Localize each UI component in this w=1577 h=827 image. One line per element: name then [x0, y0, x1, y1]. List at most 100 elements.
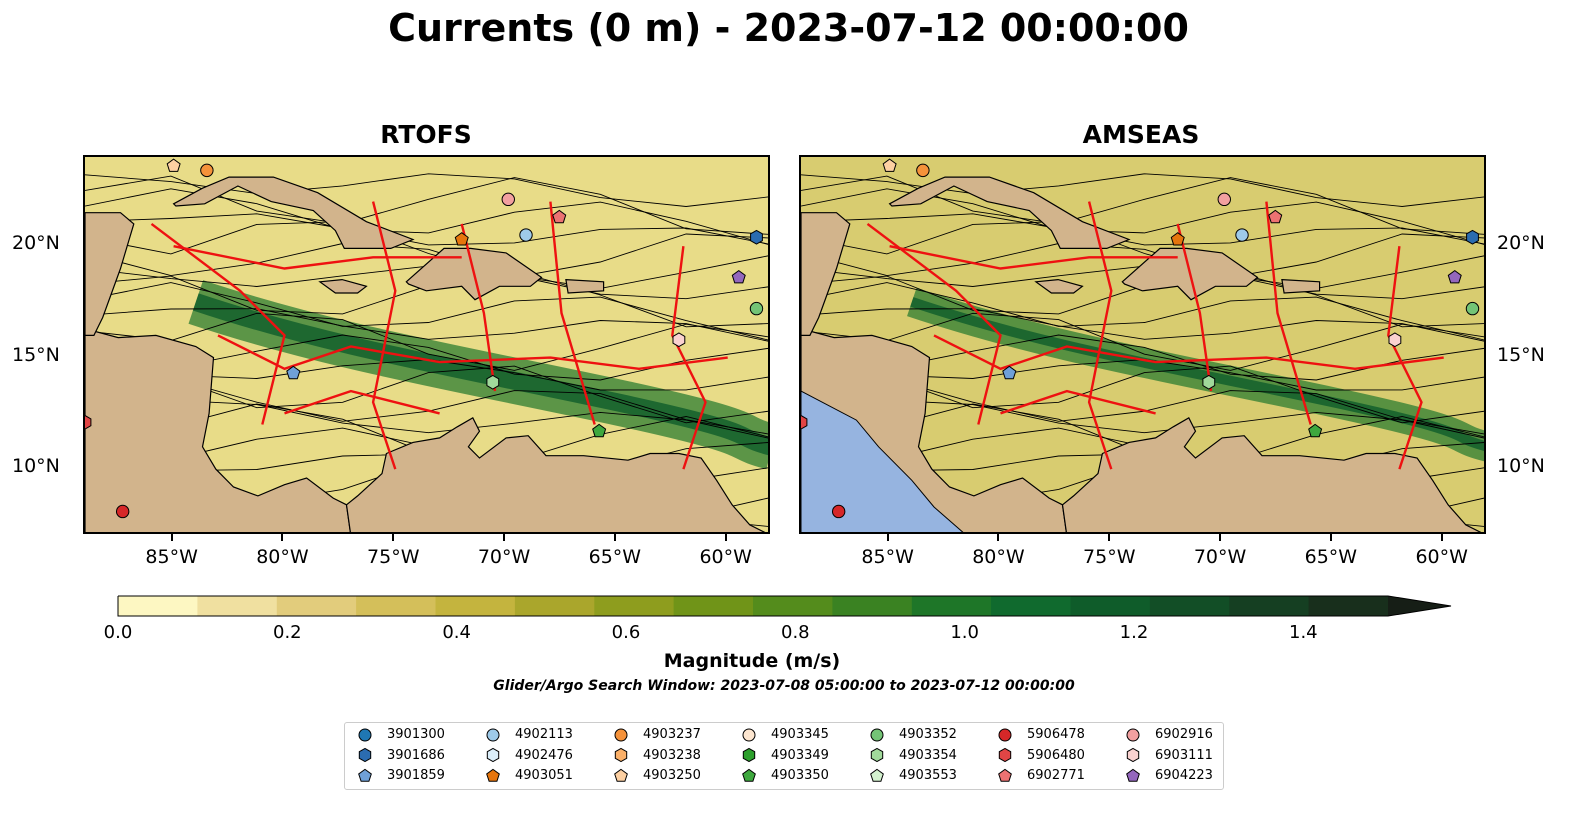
- lat-tick-label: 15°N: [1497, 343, 1545, 366]
- legend-entry-label: 6902916: [1155, 727, 1213, 742]
- lat-tick-label: 10°N: [1497, 455, 1545, 478]
- lon-tick-label: 70°W: [477, 546, 531, 568]
- eez-boundary: [173, 245, 462, 270]
- legend-marker-4903051: [486, 768, 500, 782]
- float-marker-4903237: [200, 163, 214, 178]
- land-yucatan: [85, 212, 135, 336]
- float-marker-3901859: [286, 365, 301, 380]
- eez-boundary: [671, 246, 707, 470]
- legend-entry-label: 5906480: [1027, 747, 1085, 763]
- eez-boundary: [371, 201, 397, 470]
- float-marker-6902771: [1268, 209, 1283, 224]
- float-marker-6902916: [501, 192, 515, 207]
- eez-boundary: [1000, 389, 1156, 415]
- legend-entry-label: 6904223: [1155, 768, 1213, 783]
- pentagon-marker-icon: [998, 768, 1012, 782]
- colorbar-segment: [1308, 596, 1389, 616]
- legend-entry: 4902476: [485, 746, 573, 766]
- circle-marker-icon: [1126, 728, 1140, 741]
- colorbar-segment: [1229, 596, 1310, 616]
- pentagon-marker-icon: [614, 768, 628, 782]
- legend-marker-4903352: [870, 728, 884, 741]
- legend-marker-4902476: [486, 747, 500, 763]
- legend-entry: 4903349: [741, 746, 829, 766]
- colorbar-segment: [514, 596, 595, 616]
- streamline: [801, 282, 1484, 341]
- lon-tick-mark: [997, 534, 1000, 541]
- eez-boundary: [1087, 201, 1113, 470]
- legend-entry: 3901686: [357, 746, 445, 766]
- rtofs-map[interactable]: [83, 155, 770, 534]
- float-marker-5906478: [115, 504, 130, 519]
- hexagon-marker-icon: [742, 747, 756, 763]
- streamline: [85, 243, 768, 289]
- streamline: [85, 312, 768, 371]
- legend-entry: 4903051: [485, 766, 573, 786]
- legend-entry-label: 6903111: [1155, 747, 1213, 763]
- land-puerto-rico: [1281, 278, 1321, 294]
- legend-entry-label: 5906478: [1027, 727, 1085, 742]
- land-south-america: [1061, 416, 1482, 532]
- colorbar-tick-label: 0.0: [103, 622, 133, 643]
- amseas-map[interactable]: [799, 155, 1486, 534]
- legend-marker-5906480: [998, 747, 1012, 763]
- float-marker-4903237: [916, 163, 930, 178]
- lon-tick-label: 80°W: [256, 546, 309, 568]
- legend-entry-label: 4902476: [515, 747, 573, 763]
- legend-entry: 4903350: [741, 766, 829, 786]
- legend-entry: 6904223: [1125, 766, 1213, 786]
- lon-tick-mark: [1108, 534, 1111, 541]
- eez-boundary: [217, 334, 728, 371]
- lon-tick-label: 70°W: [1193, 546, 1247, 568]
- colorbar-tick-label: 0.8: [781, 622, 810, 643]
- lon-tick-mark: [281, 534, 284, 541]
- legend-marker-6904223: [1126, 768, 1140, 782]
- hexagon-marker-icon: [870, 747, 884, 763]
- legend-entry-label: 4903350: [771, 768, 829, 783]
- rtofs-map-canvas: [85, 157, 768, 532]
- colorbar-segment: [753, 596, 833, 616]
- legend-entry-label: 3901686: [387, 747, 445, 763]
- streamline: [85, 282, 768, 341]
- legend-entry-label: 4903354: [899, 747, 957, 763]
- eez-boundary: [549, 201, 596, 425]
- colorbar-tick-label: 1.4: [1289, 622, 1318, 643]
- float-marker-6903111: [672, 332, 686, 348]
- legend-marker-4903250: [614, 768, 628, 782]
- legend-marker-5906478: [998, 728, 1012, 741]
- eez-boundary: [1387, 246, 1423, 470]
- colorbar-outline: [117, 595, 1452, 617]
- float-marker-4903051: [1170, 232, 1185, 246]
- lon-tick-mark: [1440, 534, 1443, 541]
- lat-tick-label: 20°N: [1497, 232, 1545, 255]
- figure-title: Currents (0 m) - 2023-07-12 00:00:00: [388, 6, 1189, 50]
- lon-tick-label: 60°W: [699, 546, 752, 568]
- eez-boundary: [1265, 201, 1312, 425]
- legend-marker-6902771: [998, 768, 1012, 782]
- legend-entry-label: 4903352: [899, 727, 957, 742]
- legend-marker-4903350: [742, 768, 756, 782]
- lon-tick-label: 75°W: [1083, 546, 1136, 568]
- lon-tick-mark: [170, 534, 173, 541]
- legend-entry: 5906480: [997, 746, 1085, 766]
- streamline: [85, 308, 768, 342]
- legend-marker-6903111: [1126, 747, 1140, 763]
- circle-marker-icon: [486, 728, 500, 741]
- legend-marker-3901859: [358, 768, 372, 782]
- streamline: [801, 213, 1484, 246]
- legend-entry-label: 4903553: [899, 768, 957, 783]
- circle-marker-icon: [742, 728, 756, 741]
- float-marker-4903051: [454, 232, 469, 246]
- legend-marker-4903354: [870, 747, 884, 763]
- colorbar: [117, 595, 1452, 617]
- lon-tick-mark: [886, 534, 889, 541]
- streamline: [801, 308, 1484, 342]
- eez-boundary: [933, 334, 1444, 371]
- colorbar-segment: [435, 596, 516, 616]
- float-marker-3901859: [1002, 365, 1017, 380]
- float-marker-6904223: [731, 269, 746, 284]
- legend-entry-label: 4903349: [771, 747, 829, 763]
- hexagon-marker-icon: [358, 747, 372, 763]
- float-marker-6904223: [1447, 269, 1462, 284]
- land-cuba: [172, 176, 415, 250]
